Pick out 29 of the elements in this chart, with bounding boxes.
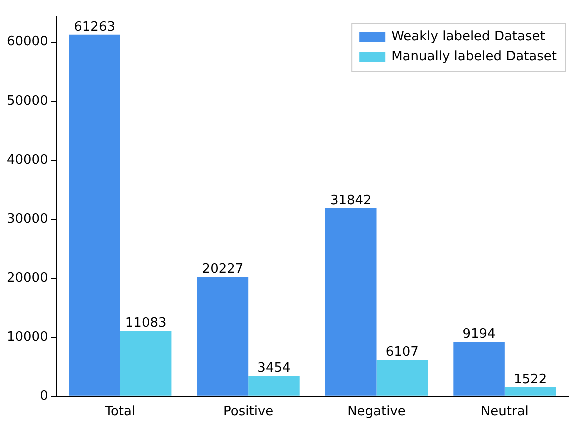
data-label: 6107 (386, 345, 419, 360)
data-label: 61263 (74, 20, 116, 35)
y-tick-label: 10000 (6, 330, 48, 345)
data-label: 31842 (330, 193, 372, 208)
x-tick-label: Neutral (480, 404, 529, 420)
data-label: 11083 (125, 316, 167, 331)
bar (197, 277, 249, 396)
data-label: 9194 (462, 327, 496, 342)
data-label: 3454 (258, 360, 291, 376)
legend-label: Weakly labeled Dataset (392, 29, 546, 44)
legend-label: Manually labeled Dataset (392, 49, 558, 64)
x-tick-label: Total (104, 404, 136, 420)
x-tick-label: Negative (348, 404, 406, 420)
bar (325, 208, 377, 396)
y-tick-label: 0 (40, 388, 48, 404)
y-tick-label: 60000 (6, 34, 48, 50)
y-tick-label: 20000 (6, 270, 48, 286)
y-tick-label: 40000 (6, 152, 48, 168)
y-tick-label: 30000 (6, 212, 48, 227)
y-tick-label: 50000 (6, 94, 48, 109)
bar (248, 376, 300, 396)
data-label: 1522 (514, 372, 548, 388)
bar (376, 360, 428, 396)
x-tick-label: Positive (224, 404, 274, 420)
bar (454, 342, 505, 396)
bar (69, 34, 120, 396)
bar (504, 387, 556, 396)
bar (120, 331, 172, 396)
data-label: 20227 (202, 262, 244, 277)
